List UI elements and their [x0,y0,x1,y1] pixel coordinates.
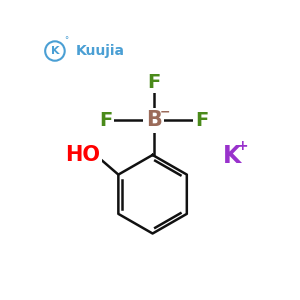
Text: +: + [236,140,248,153]
Text: K: K [223,144,241,168]
Text: HO: HO [65,145,100,165]
Text: °: ° [64,36,69,45]
Text: F: F [100,111,113,130]
Text: F: F [147,73,160,92]
Text: −: − [160,105,170,118]
Text: F: F [195,111,208,130]
Text: K: K [51,46,59,56]
Text: B: B [146,110,162,130]
Text: Kuujia: Kuujia [76,44,125,58]
